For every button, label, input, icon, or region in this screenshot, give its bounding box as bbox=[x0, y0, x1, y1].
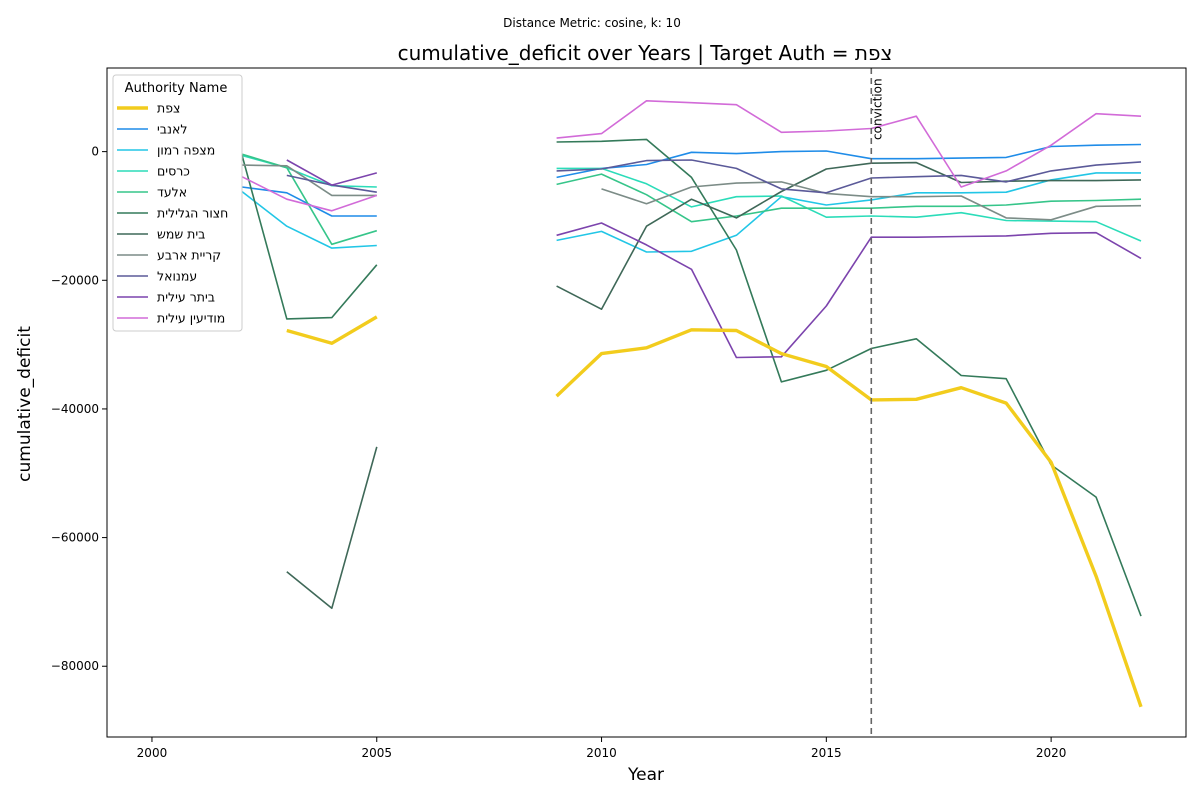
y-axis: 0 −20000 −40000 −60000 −80000 bbox=[51, 145, 107, 673]
legend-label-10: מודיעין עילית bbox=[157, 311, 225, 326]
legend-label-5: חצור הגלילית bbox=[157, 206, 228, 221]
series-line-2 bbox=[241, 172, 1141, 253]
plot-frame bbox=[106, 67, 1187, 738]
legend-label-0: צפת bbox=[157, 101, 180, 116]
series-line-10 bbox=[241, 100, 1142, 212]
reference-line-layer: conviction bbox=[870, 68, 884, 737]
y-tick-label-3: −60000 bbox=[51, 531, 99, 545]
legend: Authority Name צפת לאנבי מצפה רמון כרסים אלע… bbox=[112, 74, 243, 332]
series-line-6 bbox=[286, 161, 1142, 610]
legend-label-2: מצפה רמון bbox=[157, 143, 215, 158]
y-tick-label-2: −40000 bbox=[51, 402, 99, 416]
legend-items: צפת לאנבי מצפה רמון כרסים אלעד חצור הגלילית בי… bbox=[117, 101, 228, 326]
legend-box bbox=[112, 74, 243, 332]
legend-label-1: לאנבי bbox=[157, 122, 188, 137]
series-line-3 bbox=[241, 154, 1142, 242]
chart-title: cumulative_deficit over Years | Target A… bbox=[398, 41, 893, 65]
legend-label-8: עמנואל bbox=[157, 269, 197, 284]
legend-label-9: ביתר עילית bbox=[157, 290, 215, 305]
x-tick-label-2: 2010 bbox=[586, 746, 617, 760]
series-line-9 bbox=[286, 159, 1142, 359]
conviction-label: conviction bbox=[870, 78, 884, 140]
x-axis: 2000 2005 2010 2015 2020 bbox=[137, 737, 1067, 760]
legend-label-6: בית שמש bbox=[157, 227, 205, 242]
series-line-5 bbox=[241, 138, 1142, 617]
legend-title: Authority Name bbox=[125, 81, 228, 96]
series-line-0 bbox=[286, 315, 1143, 708]
x-tick-label-4: 2020 bbox=[1036, 746, 1067, 760]
y-tick-label-0: 0 bbox=[91, 145, 99, 159]
series-layer bbox=[241, 100, 1143, 708]
legend-label-7: קריית ארבע bbox=[157, 248, 221, 263]
x-tick-label-0: 2000 bbox=[137, 746, 168, 760]
series-line-8 bbox=[286, 159, 1142, 194]
legend-label-4: אלעד bbox=[157, 185, 187, 200]
x-tick-label-3: 2015 bbox=[811, 746, 842, 760]
y-axis-label: cumulative_deficit bbox=[15, 326, 35, 482]
x-tick-label-1: 2005 bbox=[361, 746, 392, 760]
series-line-4 bbox=[241, 153, 1142, 246]
y-tick-label-1: −20000 bbox=[51, 273, 99, 287]
chart-suptitle: Distance Metric: cosine, k: 10 bbox=[503, 16, 681, 30]
plot-area: conviction bbox=[106, 67, 1187, 738]
legend-label-3: כרסים bbox=[157, 164, 190, 179]
x-axis-label: Year bbox=[627, 765, 664, 785]
y-tick-label-4: −80000 bbox=[51, 659, 99, 673]
